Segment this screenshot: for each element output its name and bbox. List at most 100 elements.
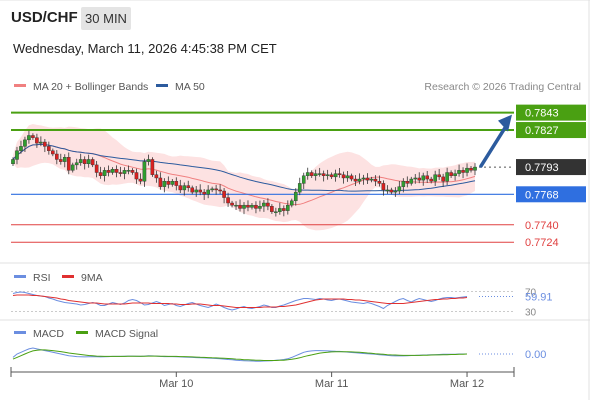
candle-body — [198, 189, 202, 193]
candle-body — [182, 185, 187, 191]
candle-body — [250, 204, 254, 208]
candle-body — [361, 177, 366, 180]
candle-body — [51, 150, 55, 155]
last-price-box — [516, 159, 586, 176]
candle-body — [349, 175, 354, 180]
candle-body — [393, 190, 398, 193]
candle-body — [218, 189, 222, 192]
support-label: 0.7740 — [525, 220, 559, 232]
candle-body — [70, 164, 75, 171]
candle-body — [106, 170, 111, 173]
legend-swatch-rsi-ma — [62, 275, 74, 278]
rsi-tick-label: 30 — [525, 308, 537, 319]
candle-body — [293, 191, 298, 202]
candle-body — [47, 146, 51, 151]
candle-body — [433, 174, 437, 182]
candle-body — [174, 181, 179, 186]
candle-body — [286, 204, 290, 211]
candle-body — [317, 173, 322, 175]
candle-body — [62, 157, 67, 162]
candle-body — [401, 181, 406, 187]
candle-body — [429, 178, 433, 182]
x-axis-tick-label: Mar 11 — [315, 378, 348, 390]
candle-body — [421, 175, 426, 181]
legend-label-ma50: MA 50 — [175, 81, 205, 93]
candle-body — [425, 175, 430, 180]
rsi-tick-label: 70 — [525, 288, 537, 299]
candle-body — [150, 159, 155, 175]
legend-swatch-macd — [14, 331, 26, 334]
candle-body — [385, 189, 390, 192]
candle-body — [138, 178, 143, 182]
legend-label-macd: MACD — [33, 328, 64, 340]
macd-signal-line — [12, 349, 468, 361]
candle-body — [122, 170, 127, 174]
candle-body — [274, 211, 278, 213]
candle-body — [114, 169, 119, 173]
resistance-label: 0.7843 — [525, 108, 559, 120]
macd-current-label: 0.00 — [525, 349, 546, 361]
timeframe-badge[interactable]: 30 MIN — [81, 7, 131, 30]
candle-body — [194, 189, 199, 193]
candle-body — [74, 162, 79, 166]
forecast-arrow-shaft — [479, 122, 509, 168]
legend-label-ma20: MA 20 + Bollinger Bands — [33, 81, 148, 93]
legend-swatch-rsi — [14, 275, 26, 278]
candle-body — [86, 159, 91, 164]
last-price-label: 0.7793 — [525, 162, 559, 174]
candle-body — [58, 159, 63, 162]
candle-body — [66, 157, 71, 171]
candle-body — [369, 178, 374, 181]
candle-body — [445, 172, 449, 182]
candle-body — [154, 174, 159, 179]
candle-body — [353, 178, 358, 182]
symbol-title: USD/CHF — [11, 9, 78, 26]
candle-body — [35, 137, 39, 144]
candle-body — [437, 174, 441, 178]
candle-body — [242, 204, 246, 209]
candle-body — [166, 181, 171, 185]
candle-body — [262, 202, 266, 207]
candle-body — [465, 167, 469, 173]
rsi-panel: 70 30 59.91 — [11, 288, 553, 319]
candle-body — [210, 188, 214, 191]
candle-body — [94, 164, 99, 173]
candle-body — [409, 178, 414, 184]
candle-body — [19, 146, 23, 151]
rsi-ma-line — [12, 294, 468, 308]
candle-body — [313, 173, 318, 176]
pivot-label: 0.7768 — [525, 189, 559, 201]
candle-body — [365, 177, 370, 181]
candle-body — [305, 172, 310, 176]
rsi-current-label: 59.91 — [525, 292, 553, 304]
candle-body — [345, 175, 350, 179]
candle-body — [278, 208, 282, 212]
support-label: 0.7724 — [525, 237, 559, 249]
candle-body — [102, 170, 107, 176]
resistance-label-box — [516, 104, 586, 121]
candle-body — [126, 170, 131, 172]
candle-body — [23, 139, 27, 147]
candle-body — [270, 206, 274, 212]
candle-body — [441, 176, 445, 182]
candle-body — [301, 175, 306, 184]
candle-body — [214, 188, 218, 191]
candle-body — [178, 185, 183, 191]
candle-body — [457, 170, 461, 174]
pivot-label-box — [516, 186, 586, 203]
candle-body — [222, 190, 226, 198]
candle-body — [246, 204, 250, 208]
candle-body — [461, 170, 465, 173]
candle-body — [98, 172, 103, 176]
forecast-arrow-head — [498, 114, 512, 132]
candle-body — [453, 173, 457, 176]
copyright-text: Research © 2026 Trading Central — [424, 81, 581, 93]
candle-body — [417, 177, 422, 181]
candle-body — [78, 159, 83, 163]
legend-label-rsi: RSI — [33, 272, 51, 284]
candle-body — [254, 204, 258, 209]
candle-body — [238, 204, 242, 209]
candle-body — [329, 174, 334, 178]
